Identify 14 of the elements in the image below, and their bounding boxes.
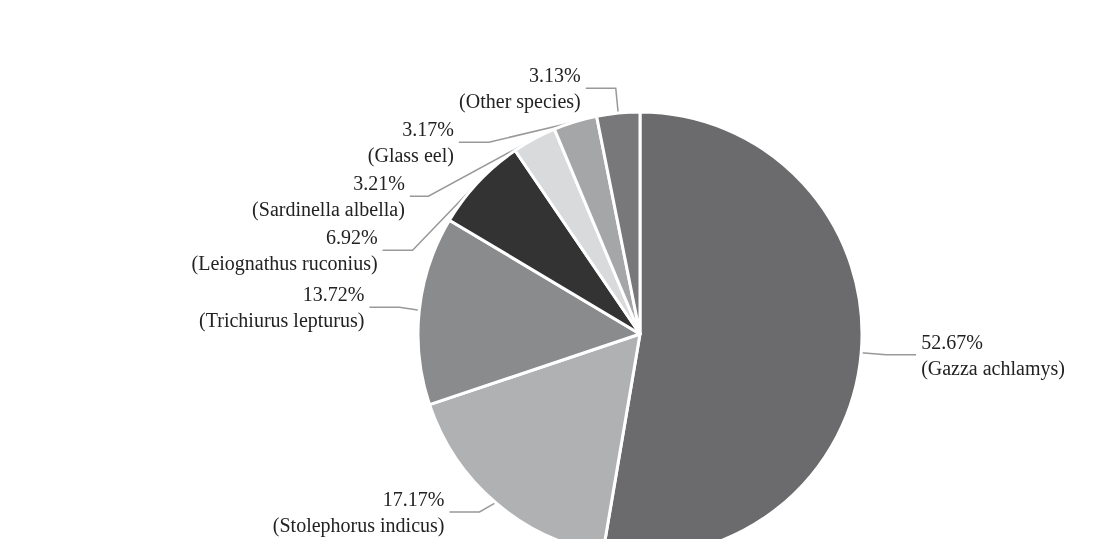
slice-label: (Glass eel) <box>367 144 454 168</box>
data-label: 3.21% <box>353 172 405 195</box>
data-label: 3.13% <box>529 64 581 87</box>
data-label: 13.72% <box>302 283 365 306</box>
slice-label: (Trichiurus lepturus) <box>199 309 365 333</box>
slice-label: (Sardinella albella) <box>252 198 405 222</box>
data-label: 3.17% <box>402 118 454 141</box>
data-label: 6.92% <box>325 226 378 249</box>
slice-label: (Other species) <box>459 90 581 114</box>
data-label: 52.67% <box>921 330 983 353</box>
slice-label: (Gazza achlamys) <box>921 356 1065 380</box>
slice-label: (Stolephorus indicus) <box>272 514 445 537</box>
data-label: 17.17% <box>382 488 445 510</box>
slice-label: (Leiognathus ruconius) <box>191 252 378 276</box>
